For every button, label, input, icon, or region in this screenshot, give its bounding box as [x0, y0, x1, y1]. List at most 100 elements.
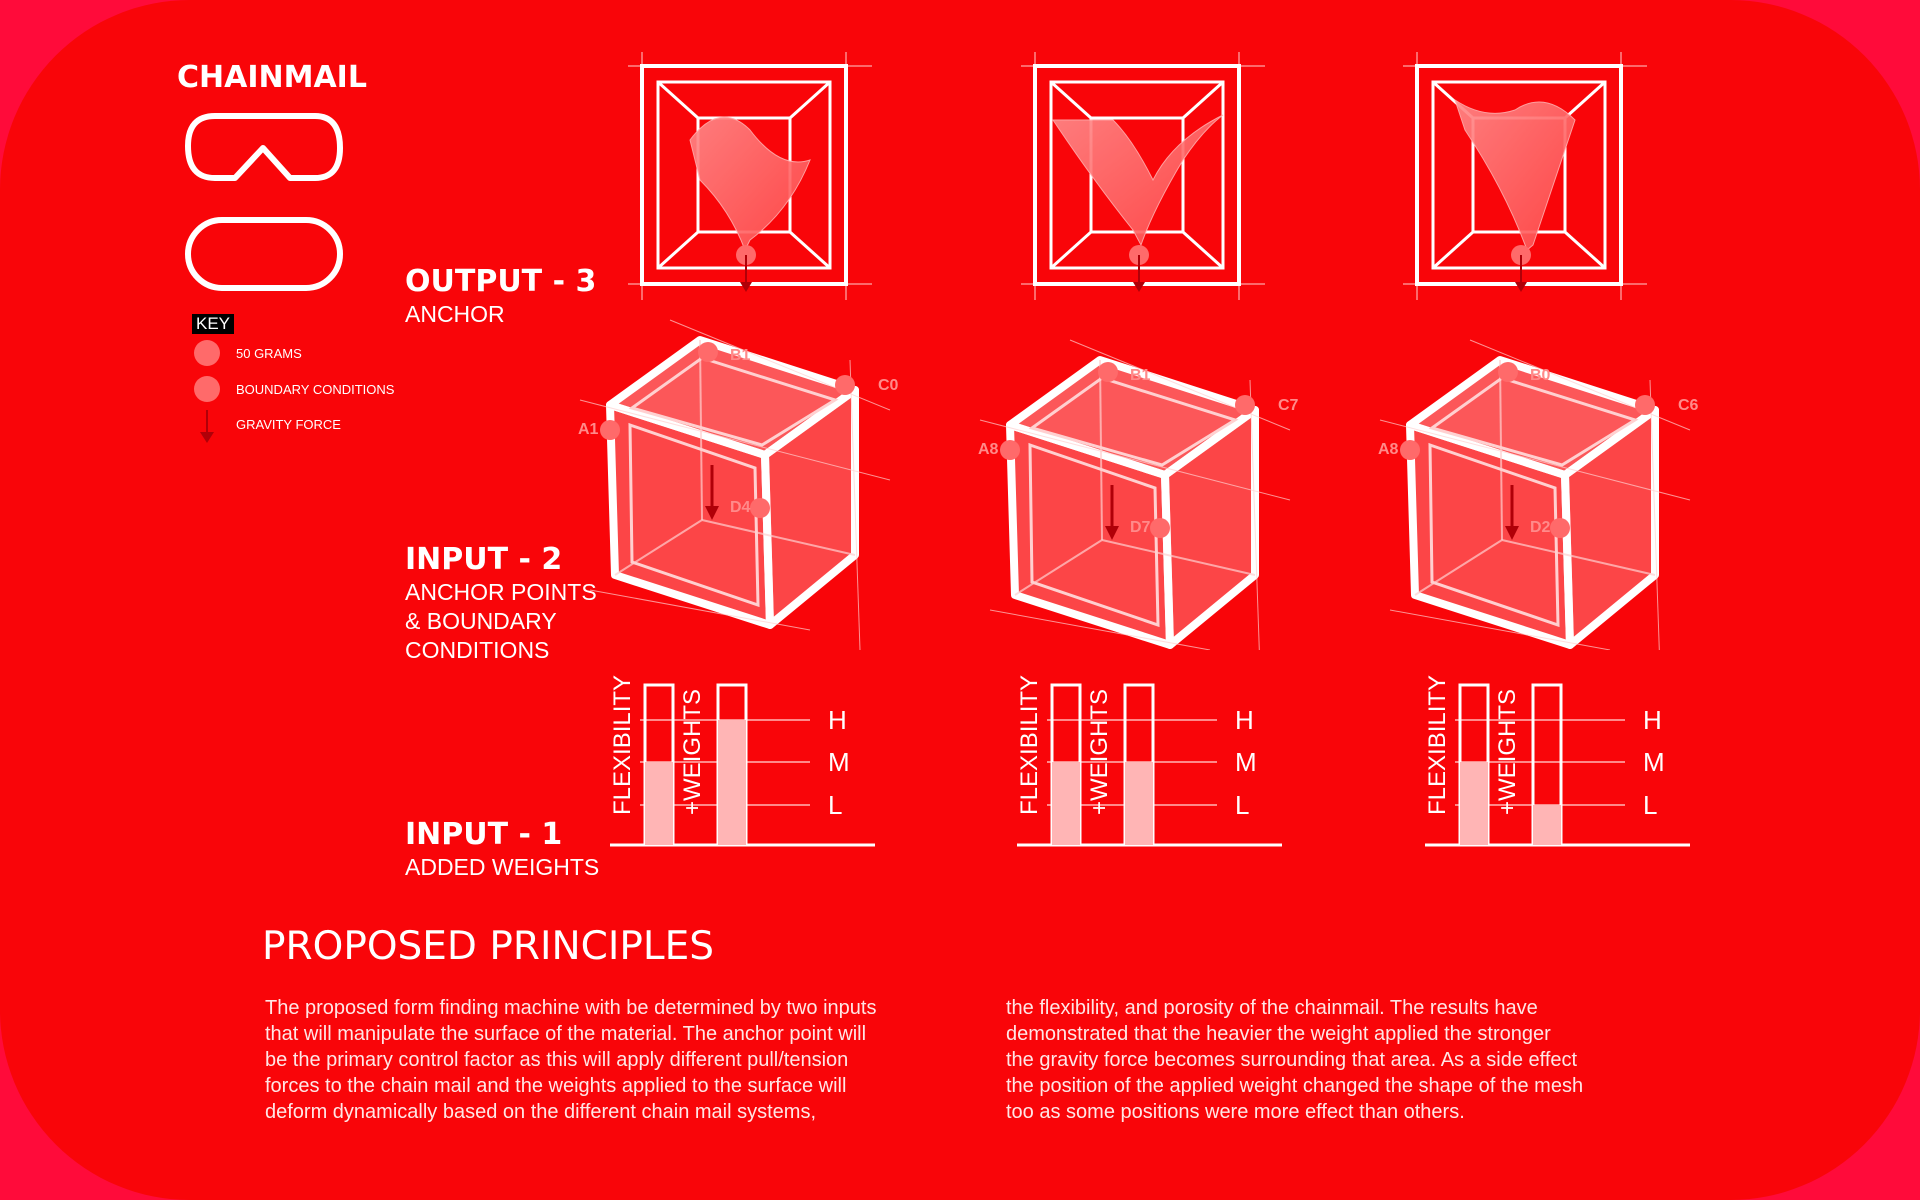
cube-top-inner	[628, 356, 839, 447]
anchor-label: D4	[730, 499, 751, 516]
anchor-dot	[1635, 395, 1655, 415]
chainmail-link-bent-icon	[185, 113, 343, 181]
principles-col2-line: the flexibility, and porosity of the cha…	[1006, 997, 1538, 1019]
principles-col1-line: forces to the chain mail and the weights…	[265, 1075, 847, 1097]
frame-edge	[1049, 80, 1093, 120]
output-frame	[628, 52, 872, 300]
frame-edge	[656, 80, 700, 120]
gravity-arrowhead	[1505, 526, 1519, 540]
poster-title: CHAINMAIL	[177, 60, 367, 95]
construction-line	[989, 609, 1211, 650]
principles-col2-line: the position of the applied weight chang…	[1006, 1075, 1584, 1097]
principles-col2-line: the gravity force becomes surrounding th…	[1006, 1049, 1578, 1071]
output-frames	[628, 52, 1647, 300]
cube-hidden-edge	[1099, 359, 1103, 541]
anchor-dot	[1235, 395, 1255, 415]
principles-col1-line: The proposed form finding machine with b…	[265, 997, 877, 1019]
output-frame	[1403, 52, 1647, 300]
anchor-cubes: B1 C0 A1 D4 B1 C7 A8 D7 B0 C6 A8 D2	[578, 319, 1699, 650]
gravity-arrowhead	[1515, 282, 1527, 292]
bar-fill	[1125, 762, 1153, 845]
frame-edge	[788, 80, 832, 120]
stage-sub-output: ANCHOR	[405, 301, 505, 327]
cube-hidden-edge	[1101, 539, 1256, 576]
level-label: M	[1643, 747, 1665, 777]
boundary-dot-icon	[194, 376, 220, 402]
chainmail-icons	[185, 113, 343, 291]
frame-inner	[1049, 80, 1225, 270]
anchor-dot	[698, 342, 718, 362]
anchor-dot	[1150, 518, 1170, 538]
construction-line	[1379, 419, 1691, 501]
deformed-mesh	[689, 116, 811, 252]
frame-edge	[1181, 80, 1225, 120]
principles-heading: PROPOSED PRINCIPLES	[262, 924, 715, 969]
cube-hidden-edge	[701, 519, 856, 556]
category-label: +WEIGHTS	[1494, 689, 1521, 815]
stage-sub-input2-line3: CONDITIONS	[405, 637, 550, 663]
key-label-weight: 50 GRAMS	[236, 346, 302, 361]
anchor-label: B1	[1130, 367, 1151, 384]
cube-hidden-edge	[1499, 359, 1503, 541]
principles-col2-line: demonstrated that the heavier the weight…	[1006, 1023, 1551, 1045]
cube-hidden-edge	[699, 339, 703, 521]
anchor-label: D7	[1130, 519, 1151, 536]
cube-front-inner	[628, 422, 760, 608]
anchor-dot	[1498, 362, 1518, 382]
frame-edge	[1431, 230, 1475, 270]
cube-hidden-edge	[1014, 539, 1103, 596]
deformed-mesh	[1454, 98, 1576, 251]
anchor-label: A8	[1378, 441, 1399, 458]
cube-hidden-edge	[1501, 539, 1656, 576]
level-label: M	[1235, 747, 1257, 777]
output-frame	[1021, 52, 1265, 300]
category-label: FLEXIBILITY	[609, 675, 636, 815]
level-label: H	[828, 705, 847, 735]
stage-title-output: OUTPUT - 3	[405, 264, 597, 299]
cube-hidden-edge	[1414, 539, 1503, 596]
weight-chart: HML FLEXIBILITY +WEIGHTS	[609, 675, 875, 847]
weight-chart: HML FLEXIBILITY +WEIGHTS	[1424, 675, 1690, 847]
frame-inner	[1431, 80, 1607, 270]
principles-col1-line: be the primary control factor as this wi…	[265, 1049, 849, 1071]
gravity-arrowhead	[1133, 282, 1145, 292]
stage-sub-input2-line1: ANCHOR POINTS	[405, 579, 597, 605]
anchor-dot	[1400, 440, 1420, 460]
level-label: M	[828, 747, 850, 777]
anchor-label: C6	[1678, 397, 1699, 414]
construction-line	[1249, 379, 1260, 650]
anchor-label: B1	[730, 347, 751, 364]
key-label-gravity: GRAVITY FORCE	[236, 417, 341, 432]
anchor-cube: B1 C7 A8 D7	[978, 339, 1299, 650]
anchor-label: A1	[578, 421, 599, 438]
anchor-label: C0	[878, 377, 899, 394]
bar-fill	[1460, 762, 1488, 845]
bar-fill	[1052, 762, 1080, 845]
level-label: H	[1643, 705, 1662, 735]
anchor-cube: B1 C0 A1 D4	[578, 319, 899, 650]
frame-edge	[656, 230, 700, 270]
gravity-arrowhead	[1105, 526, 1119, 540]
key-tag: KEY	[192, 314, 235, 334]
level-label: L	[1235, 790, 1249, 820]
gravity-arrowhead	[705, 506, 719, 520]
construction-line	[979, 419, 1291, 501]
principles-col2: the flexibility, and porosity of the cha…	[1006, 995, 1686, 1125]
category-label: FLEXIBILITY	[1016, 675, 1043, 815]
stage-title-input2: INPUT - 2	[405, 542, 563, 577]
cube-hidden-edge	[614, 519, 703, 576]
stage-title-input1: INPUT - 1	[405, 817, 563, 852]
frame-edge	[1181, 230, 1225, 270]
gravity-arrowhead	[740, 282, 752, 292]
anchor-dot	[1000, 440, 1020, 460]
principles-col1-line: that will manipulate the surface of the …	[265, 1023, 867, 1045]
bar-fill	[1533, 805, 1561, 845]
construction-line	[1069, 339, 1291, 431]
bar-fill	[718, 720, 746, 845]
weight-dot-icon	[194, 340, 220, 366]
chainmail-link-oval-icon	[185, 217, 343, 291]
level-label: L	[828, 790, 842, 820]
deformed-mesh	[1052, 114, 1224, 247]
anchor-dot	[750, 498, 770, 518]
